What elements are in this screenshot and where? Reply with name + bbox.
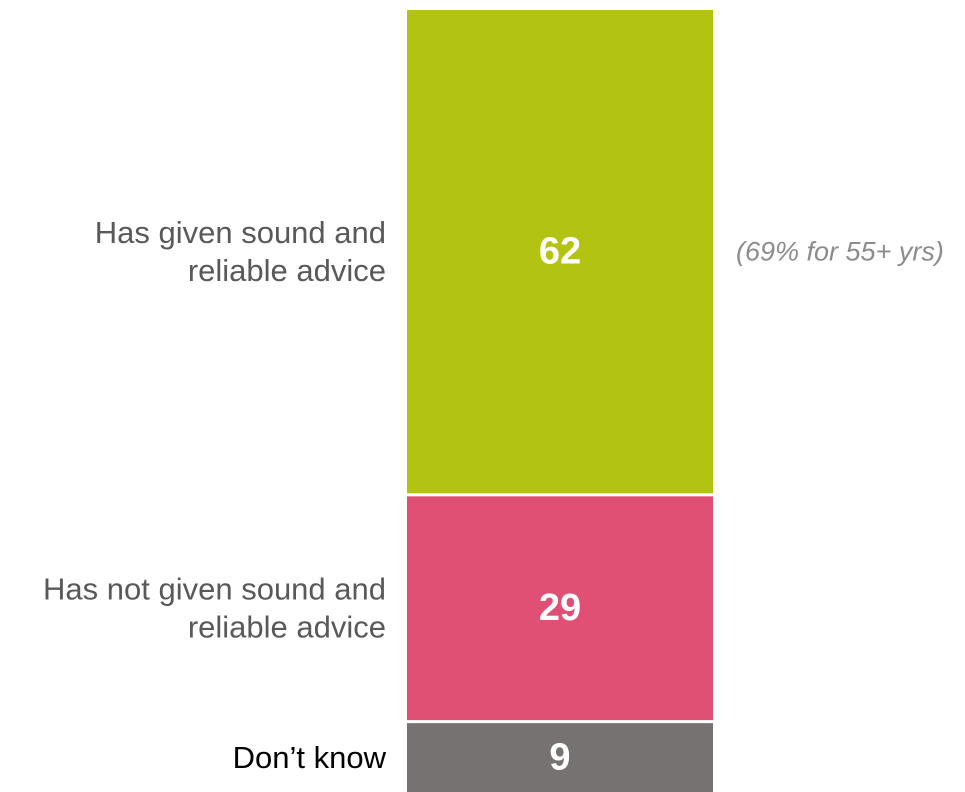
value-label-don-t-know: 9	[549, 737, 570, 779]
category-label-line: reliable advice	[188, 253, 386, 288]
category-label-has-not-given-sound-and-reliable-advice: Has not given sound and reliable advice	[43, 572, 386, 645]
category-label-line: reliable advice	[188, 610, 386, 645]
bar-segment-has-not-given-sound-and-reliable-advice	[407, 496, 713, 721]
value-label-has-given-sound-and-reliable-advice: 62	[539, 231, 581, 273]
category-label-don-t-know: Don’t know	[233, 740, 387, 775]
bar-segment-has-given-sound-and-reliable-advice	[407, 10, 713, 494]
category-label-line: Has given sound and	[95, 215, 386, 250]
category-label-line: Don’t know	[233, 740, 387, 775]
category-label-has-given-sound-and-reliable-advice: Has given sound and reliable advice	[95, 215, 386, 288]
category-label-line: Has not given sound and	[43, 572, 386, 607]
bar-segment-don-t-know	[407, 723, 713, 792]
value-label-has-not-given-sound-and-reliable-advice: 29	[539, 587, 581, 629]
annotation-has-given-sound-and-reliable-advice: (69% for 55+ yrs)	[736, 237, 944, 267]
